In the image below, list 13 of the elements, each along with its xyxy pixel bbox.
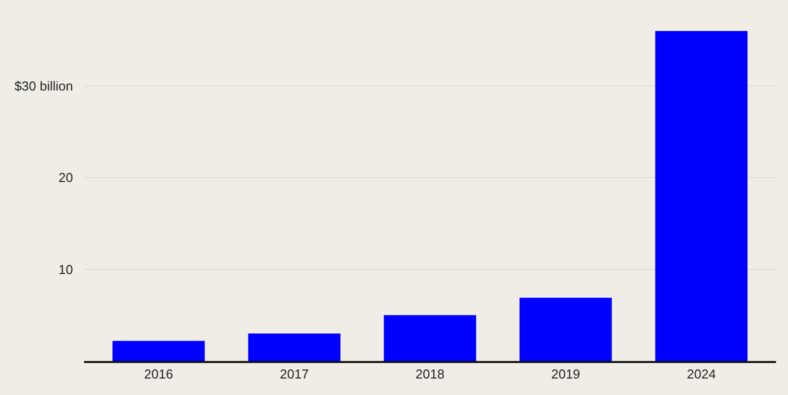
x-tick-label: 2019 (551, 366, 580, 382)
bar (112, 340, 205, 361)
x-tick-label: 2024 (686, 366, 716, 382)
y-tick-label: 10 (58, 262, 73, 277)
bar (384, 315, 476, 361)
x-tick-label: 2018 (416, 366, 444, 382)
bar (520, 298, 612, 361)
y-tick-label: 20 (58, 170, 73, 186)
x-tick-label: 2017 (280, 366, 309, 382)
x-tick-label: 2016 (144, 366, 174, 382)
bar (655, 31, 748, 361)
y-tick-label: $30 billion (14, 78, 73, 94)
bar (248, 334, 340, 361)
